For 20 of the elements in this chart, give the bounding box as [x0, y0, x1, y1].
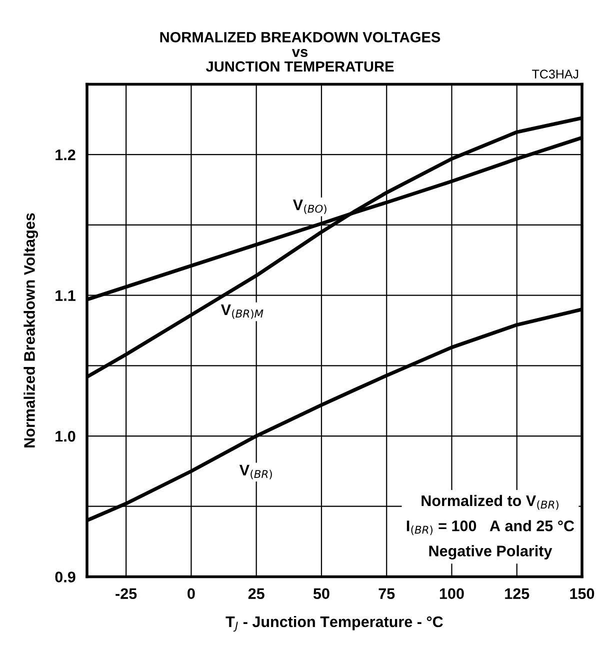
x-tick-label: 75 [378, 588, 395, 600]
x-tick-label: 100 [440, 588, 464, 600]
chart-title: NORMALIZED BREAKDOWN VOLTAGES vs JUNCTION TEMPERATURE [160, 32, 440, 72]
x-tick-label: 125 [505, 588, 530, 600]
text: TC3HAJ [532, 70, 578, 79]
text: Normalized to V$_{(BR)}$ I$_{(BR)}$ = 100 A and 25 °C Negative Polarity [406, 494, 574, 560]
x-tick-label: 25 [248, 588, 264, 600]
y-tick-label: 0.9 [55, 572, 76, 582]
y-axis-title: Normalized Breakdown Voltages [24, 213, 38, 448]
x-tick-label: 50 [313, 588, 330, 600]
x-axis-title: T$_{J}$ - Junction Temperature - °C [226, 616, 443, 632]
x-tick-label: 0 [188, 588, 195, 600]
x-tick-label: 150 [570, 588, 594, 600]
series-label: V$_{(BR)}$ [239, 464, 272, 480]
y-tick-label: 1.0 [56, 430, 76, 442]
series-label: V$_{(BO)}$ [292, 200, 326, 214]
y-tick-label: 1.2 [56, 149, 76, 160]
x-tick-label: -25 [116, 588, 137, 600]
series-label: V$_{(BR)M}$ [220, 304, 264, 319]
y-tick-label: 1.1 [56, 290, 76, 301]
